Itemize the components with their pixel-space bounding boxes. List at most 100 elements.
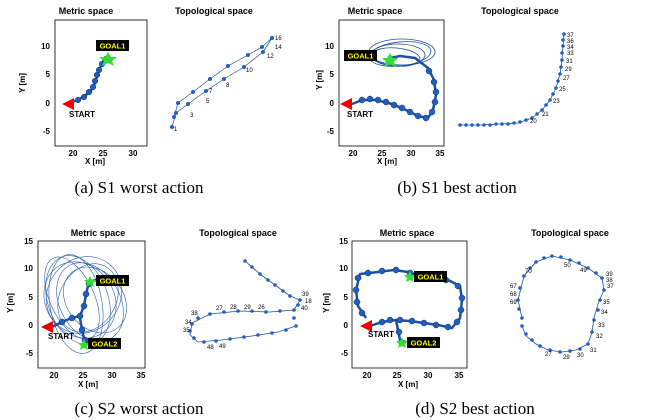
- panel-c-xtick: 35: [137, 371, 146, 380]
- caption-d: (d) S2 best action: [415, 399, 535, 418]
- panel-c-topo-node-label: 49: [219, 344, 226, 350]
- panel-d-topo-node-label: 33: [598, 323, 605, 329]
- panel-a-topo-node-label: 7: [209, 89, 213, 95]
- panel-a-goal-marker: [99, 52, 117, 66]
- panel-c-goal1-label: GOAL1: [100, 277, 126, 286]
- panel-a-ytick: 10: [41, 42, 50, 51]
- panel-c-xtick: 25: [79, 371, 88, 380]
- panel-a-topo-node-label: 5: [206, 99, 210, 105]
- panel-b-goal-marker: [382, 53, 398, 67]
- panel-c-topo-node-label: 34: [185, 320, 192, 326]
- panel-c-topo-node-label: 29: [244, 305, 251, 311]
- panel-b-trajectory-points: [358, 67, 440, 122]
- panel-a-metric-axes: [54, 19, 148, 147]
- panel-b-topo-node-label: 23: [553, 99, 560, 105]
- panel-a-topo-nodes: [170, 36, 274, 129]
- panel-a-topo-node-label: 8: [226, 83, 230, 89]
- panel-c-topo-node-label: 48: [207, 345, 214, 351]
- panel-d-topo-node-label: 49: [580, 268, 587, 274]
- panel-d-topo-node-label: 27: [545, 352, 552, 358]
- panel-d-topo-title: Topological space: [531, 228, 609, 238]
- panel-d-goal1-box: [414, 271, 447, 282]
- panel-b-ylabel: Y [m]: [315, 70, 324, 90]
- panel-c-topo-title: Topological space: [199, 228, 277, 238]
- panel-b-start-label: START: [347, 110, 373, 119]
- panel-b-topo-node-label: 31: [566, 59, 573, 65]
- panel-a-ytick: 0: [46, 99, 51, 108]
- panel-a-xtick: 20: [69, 149, 78, 158]
- panel-b-topo-node-label: 37: [567, 33, 574, 39]
- panel-d-topo-node-label: 50: [564, 263, 571, 269]
- panel-b-topo-node-label: 25: [559, 87, 566, 93]
- panel-c-topo-node-label: 18: [305, 299, 312, 305]
- panel-d-topo-node-label: 38: [606, 278, 613, 284]
- panel-c-ytick: 0: [29, 321, 34, 330]
- panel-a-goal1-label: GOAL1: [100, 42, 126, 51]
- panel-b-xtick: 30: [407, 149, 416, 158]
- panel-a-topo-node-label: 1: [174, 127, 178, 133]
- panel-c-goal2-box: [88, 338, 121, 349]
- panel-a-goal1-box: [96, 40, 129, 51]
- panel-b-ytick: -5: [327, 127, 335, 136]
- panel-b-topo-node-label: 21: [542, 112, 549, 118]
- panel-d-topo-node-label: 37: [607, 284, 614, 290]
- panel-a-topo-node-label: 10: [246, 68, 253, 74]
- panel-d-goal1-marker: [404, 271, 416, 282]
- panel-d-topo-node-label: 35: [603, 300, 610, 306]
- panel-d-topo-node-label: 32: [596, 334, 603, 340]
- panel-c-start-label: START: [48, 332, 74, 341]
- panel-c: Metric space Y [m] 15 10 5 0 -5 20 25 30…: [6, 228, 312, 389]
- panel-c-xtick: 20: [50, 371, 59, 380]
- panel-d-topo-node-label: 30: [577, 353, 584, 359]
- panel-a-xtick: 30: [129, 149, 138, 158]
- panel-b-topo-node-label: 27: [563, 76, 570, 82]
- panel-d-topo-node-label: 67: [510, 284, 517, 290]
- panel-c-start-marker: [41, 321, 53, 333]
- panel-c-topo-node-label: 39: [302, 292, 309, 298]
- panel-c-metric-axes: [37, 240, 146, 369]
- panel-c-ytick: -5: [26, 349, 34, 358]
- panel-b-topo-node-label: 33: [567, 51, 574, 57]
- panel-c-goal1-box: [96, 275, 129, 286]
- panel-b-goal1-label: GOAL1: [348, 52, 374, 61]
- panel-b-topo-nodes: [458, 32, 566, 127]
- panel-b-topo-title: Topological space: [481, 6, 559, 16]
- panel-c-goal1-marker: [84, 276, 96, 287]
- panel-d-ytick: 5: [344, 293, 349, 302]
- panel-d-topo-node-label: 29: [563, 355, 570, 361]
- panel-d-goal2-marker: [396, 337, 408, 348]
- panel-a-topo-node-label: 16: [275, 36, 282, 42]
- panel-d-ytick: 0: [344, 321, 349, 330]
- panel-d-goal1-label: GOAL1: [418, 273, 444, 282]
- panel-d-xtick: 25: [393, 371, 402, 380]
- panel-b-topo-node-label: 36: [567, 39, 574, 45]
- panel-a-topo-node-label: 3: [190, 113, 194, 119]
- panel-b-xtick: 25: [378, 149, 387, 158]
- panel-d-ylabel: Y [m]: [322, 293, 331, 313]
- panel-a-start-label: START: [69, 110, 95, 119]
- panel-c-metric-title: Metric space: [71, 228, 126, 238]
- panel-c-topo-node-label: 38: [191, 311, 198, 317]
- panel-d-topo-node-label: 68: [510, 292, 517, 298]
- panel-d-metric-title: Metric space: [380, 228, 435, 238]
- panel-c-topo-node-label: 26: [258, 305, 265, 311]
- panel-d-topo-node-label: 70: [525, 269, 532, 275]
- panel-b-metric-title: Metric space: [348, 6, 403, 16]
- panel-d-topo-nodes: [516, 254, 606, 354]
- panel-b-xlabel: X [m]: [377, 157, 397, 166]
- panel-d-goal2-box: [407, 337, 440, 348]
- panel-c-topo-node-label: 40: [301, 306, 308, 312]
- panel-a-topo-node-label: 12: [267, 54, 274, 60]
- panel-d-goal2-label: GOAL2: [411, 339, 437, 348]
- panel-a-metric-title: Metric space: [59, 6, 114, 16]
- caption-c: (c) S2 worst action: [74, 399, 204, 418]
- panel-d-topo-node-label: 39: [606, 272, 613, 278]
- panel-c-xtick: 30: [108, 371, 117, 380]
- panel-d-topo-node-label: 34: [601, 310, 608, 316]
- panel-c-goal2-label: GOAL2: [92, 340, 118, 349]
- caption-a: (a) S1 worst action: [74, 178, 204, 197]
- panel-d-ytick: 10: [339, 264, 348, 273]
- panel-a-xlabel: X [m]: [85, 157, 105, 166]
- panel-b-topo-node-label: 34: [567, 45, 574, 51]
